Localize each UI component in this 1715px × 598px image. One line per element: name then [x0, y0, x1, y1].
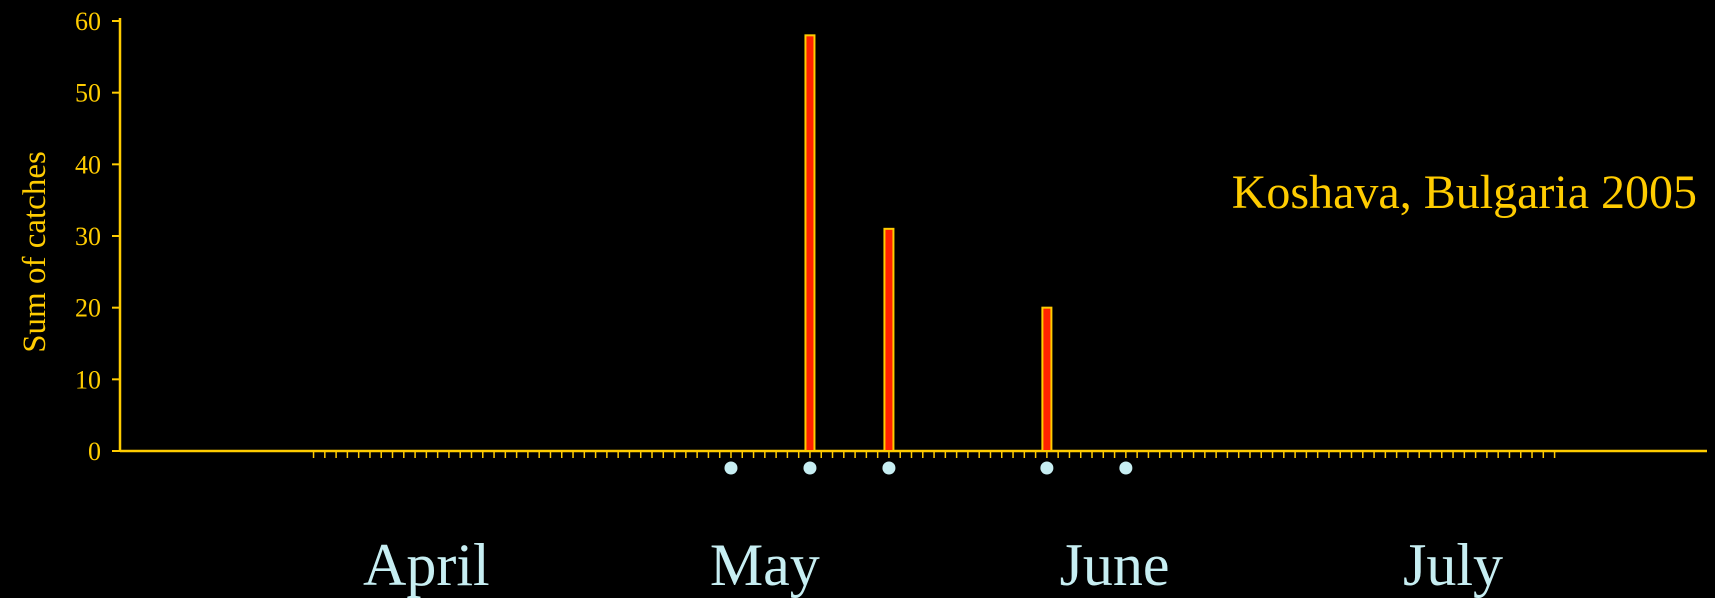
y-tick-label: 50 [75, 79, 101, 108]
x-axis [120, 449, 1707, 458]
sampling-markers [724, 461, 1133, 475]
sampling-marker [724, 461, 738, 475]
y-tick-label: 0 [88, 437, 101, 466]
y-axis-label: Sum of catches [17, 151, 53, 353]
y-tick-label: 20 [75, 294, 101, 323]
sampling-marker [1119, 461, 1133, 475]
sampling-marker [882, 461, 896, 475]
y-tick-label: 40 [75, 150, 101, 179]
bar [804, 34, 816, 452]
y-tick-label: 30 [75, 222, 101, 251]
sampling-marker [1040, 461, 1054, 475]
bar [883, 227, 895, 452]
bars [804, 34, 1053, 452]
month-label: May [710, 532, 820, 598]
bar [1041, 306, 1053, 452]
month-labels: April May June July [363, 532, 1503, 598]
month-label: April [363, 532, 490, 598]
y-tick-label: 10 [75, 365, 101, 394]
chart-annotation: Koshava, Bulgaria 2005 [1232, 166, 1697, 219]
month-label: July [1403, 532, 1503, 598]
sampling-marker [803, 461, 817, 475]
y-tick-label: 60 [75, 7, 101, 36]
month-label: June [1060, 532, 1170, 598]
y-axis: 0 10 20 30 40 50 60 [75, 7, 122, 466]
